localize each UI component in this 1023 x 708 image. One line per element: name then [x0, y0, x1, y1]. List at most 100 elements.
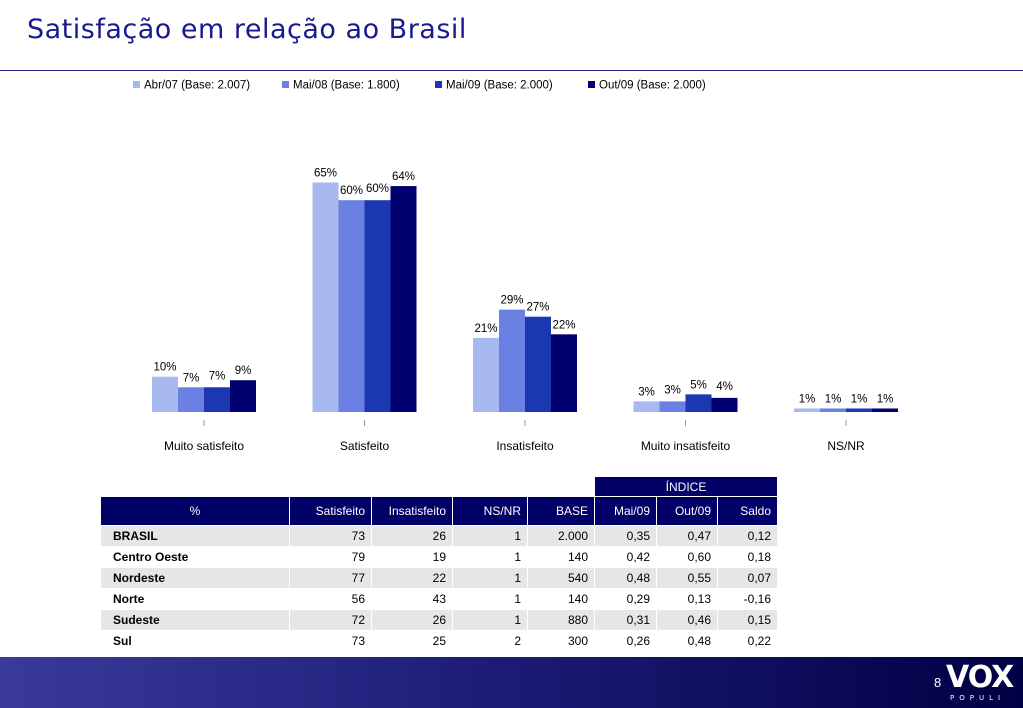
x-tick-label-muito-insatisfeito: Muito insatisfeito — [641, 439, 731, 453]
col-header-2: Insatisfeito — [371, 496, 453, 526]
data-label-muito-satisfeito-s2: 7% — [209, 370, 226, 382]
x-tick-label-insatisfeito: Insatisfeito — [496, 439, 554, 453]
chart-data-labels: 10%7% 7% 9%65%60% 60%64%21%29%27%22%3% 3% 5% 4… — [153, 168, 893, 406]
table-cell: 26 — [371, 525, 453, 547]
table-cell: 1 — [452, 609, 528, 631]
legend-swatch-0 — [133, 81, 140, 88]
table-cell: 1 — [452, 525, 528, 547]
data-label-muito-insatisfeito-s3: 4% — [716, 381, 733, 393]
table-cell: 540 — [527, 567, 595, 589]
table-cell: 77 — [289, 567, 372, 589]
table-cell: 1 — [452, 546, 528, 568]
legend-swatch-3 — [588, 81, 595, 88]
table-cell: 73 — [289, 630, 372, 652]
data-label-muito-satisfeito-s1: 7% — [183, 372, 200, 384]
table-cell: -0,16 — [717, 588, 778, 610]
table-cell: 56 — [289, 588, 372, 610]
indice-header: ÍNDICE — [594, 476, 778, 497]
table-cell: 0,29 — [594, 588, 657, 610]
chart-legend: Abr/07 (Base: 2.007) Mai/08 (Base: 1.800)… — [133, 80, 706, 92]
row-region: BRASIL — [100, 525, 290, 547]
bar-satisfeito-s1 — [338, 200, 365, 412]
table-cell: 0,13 — [656, 588, 718, 610]
table-cell: 25 — [371, 630, 453, 652]
data-label-muito-insatisfeito-s0: 3% — [638, 386, 655, 398]
table-cell: 0,31 — [594, 609, 657, 631]
table-cell: 0,26 — [594, 630, 657, 652]
table-cell: 0,12 — [717, 525, 778, 547]
logo-word: VOX — [946, 660, 1014, 695]
table-cell: 2.000 — [527, 525, 595, 547]
logo-subtitle: POPULI — [950, 694, 1006, 702]
bar-insatisfeito-s1 — [499, 309, 525, 412]
table-cell: 140 — [527, 588, 595, 610]
legend-label-2: Mai/09 (Base: 2.000) — [446, 80, 553, 92]
bar-satisfeito-s0 — [312, 182, 339, 412]
table-cell: 43 — [371, 588, 453, 610]
legend-label-0: Abr/07 (Base: 2.007) — [144, 80, 250, 92]
table-row: Sudeste 72 26 1 880 0,31 0,46 0,15 — [100, 609, 778, 631]
page-number: 8 — [934, 675, 942, 690]
data-label-muito-satisfeito-s0: 10% — [153, 362, 176, 374]
legend-label-1: Mai/08 (Base: 1.800) — [293, 80, 400, 92]
bar-ns-nr-s2 — [846, 408, 872, 412]
table-cell: 19 — [371, 546, 453, 568]
table-cell: 0,22 — [717, 630, 778, 652]
table-cell: 73 — [289, 525, 372, 547]
table-cell: 72 — [289, 609, 372, 631]
table-cell: 140 — [527, 546, 595, 568]
bar-insatisfeito-s3 — [551, 334, 577, 412]
col-header-5: Mai/09 — [594, 496, 657, 526]
row-region: Centro Oeste — [100, 546, 290, 568]
bar-satisfeito-s3 — [390, 186, 417, 412]
bar-insatisfeito-s0 — [473, 337, 499, 412]
table-cell: 0,18 — [717, 546, 778, 568]
bar-ns-nr-s0 — [794, 408, 820, 412]
data-label-insatisfeito-s3: 22% — [552, 319, 575, 331]
row-region: Sudeste — [100, 609, 290, 631]
table-cell: 22 — [371, 567, 453, 589]
table-row: Centro Oeste 79 19 1 140 0,42 0,60 0,18 — [100, 546, 778, 568]
bar-ns-nr-s3 — [872, 408, 898, 412]
x-tick-label-satisfeito: Satisfeito — [340, 439, 390, 453]
vox-populi-logo: VOX POPULI — [946, 663, 1016, 705]
row-region: Norte — [100, 588, 290, 610]
table-cell: 0,60 — [656, 546, 718, 568]
col-header-7: Saldo — [717, 496, 778, 526]
x-tick-label-ns-nr: NS/NR — [827, 439, 865, 453]
row-region: Nordeste — [100, 567, 290, 589]
col-header-1: Satisfeito — [289, 496, 372, 526]
table-row: Sul 73 25 2 300 0,26 0,48 0,22 — [100, 630, 778, 652]
data-label-ns-nr-s2: 1% — [851, 393, 868, 405]
index-table-wrapper: ÍNDICE % Satisfeito Insatisfeito NS/NR BASE M… — [100, 476, 778, 652]
col-header-4: BASE — [527, 496, 595, 526]
table-cell: 880 — [527, 609, 595, 631]
bar-satisfeito-s2 — [364, 200, 391, 412]
table-cell: 0,48 — [594, 567, 657, 589]
table-cell: 0,47 — [656, 525, 718, 547]
data-label-satisfeito-s0: 65% — [314, 168, 337, 180]
data-label-muito-insatisfeito-s1: 3% — [664, 384, 681, 396]
data-label-ns-nr-s1: 1% — [825, 393, 842, 405]
data-label-insatisfeito-s0: 21% — [474, 323, 497, 335]
table-row: BRASIL 73 26 1 2.000 0,35 0,47 0,12 — [100, 525, 778, 547]
chart-x-axis: Muito satisfeito Satisfeito Insatisfeito Mu… — [164, 420, 865, 453]
data-label-satisfeito-s1: 60% — [340, 185, 363, 197]
bar-muito-insatisfeito-s3 — [711, 397, 738, 412]
bar-insatisfeito-s2 — [525, 316, 551, 412]
col-header-0: % — [100, 496, 290, 526]
table-cell: 26 — [371, 609, 453, 631]
bar-muito-satisfeito-s2 — [204, 387, 230, 412]
col-header-3: NS/NR — [452, 496, 528, 526]
table-body: BRASIL 73 26 1 2.000 0,35 0,47 0,12 Centro Oeste… — [100, 525, 778, 652]
col-header-6: Out/09 — [656, 496, 718, 526]
table-header-row: % Satisfeito Insatisfeito NS/NR BASE Mai/09 Ou… — [100, 496, 778, 526]
table-cell: 300 — [527, 630, 595, 652]
bar-ns-nr-s1 — [820, 408, 846, 412]
data-label-insatisfeito-s1: 29% — [500, 295, 523, 307]
table-cell: 0,35 — [594, 525, 657, 547]
row-region: Sul — [100, 630, 290, 652]
bar-muito-satisfeito-s1 — [178, 387, 204, 412]
table-group-spacer — [100, 476, 595, 497]
bar-muito-insatisfeito-s0 — [633, 401, 660, 412]
